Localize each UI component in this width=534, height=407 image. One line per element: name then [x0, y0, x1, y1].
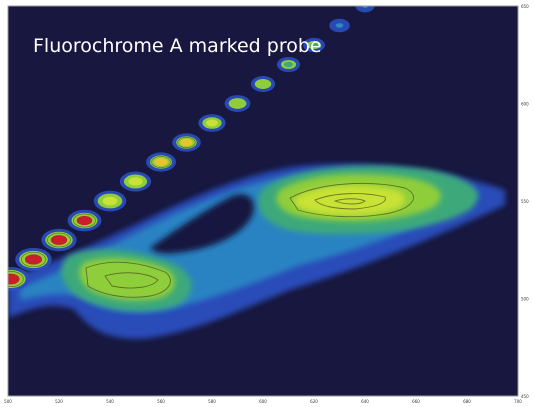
spot-core: [258, 81, 268, 87]
plot-area: [8, 6, 505, 339]
spot-core: [102, 196, 118, 206]
spot-core: [309, 42, 319, 48]
spot-core: [76, 215, 93, 226]
spot-core: [154, 158, 168, 166]
plot-frame: [7, 5, 519, 397]
y-tick-label: 500: [521, 297, 529, 302]
diagonal-spot-7: [146, 152, 176, 172]
y-tick-label: 550: [521, 199, 529, 204]
diagonal-spot-4: [67, 209, 102, 232]
diagonal-spot-11: [250, 76, 276, 92]
y-tick-labels: 650 600 550 500 450: [521, 4, 529, 399]
x-tick-label: 680: [463, 399, 471, 404]
x-tick-label: 700: [514, 399, 522, 404]
contour-gap: [150, 194, 254, 254]
spot-core: [128, 177, 143, 186]
contour-level-high-right: [294, 185, 406, 216]
diagonal-spot-3: [41, 228, 77, 252]
diagonal-spot-1: [8, 267, 30, 291]
spot-contour: [177, 136, 196, 149]
diagonal-spot-5: [93, 190, 127, 212]
spot-core: [335, 23, 344, 28]
spot-core: [232, 100, 243, 107]
spot-core: [8, 273, 20, 285]
spot-contour: [73, 213, 96, 228]
x-tick-label: 580: [208, 399, 216, 404]
spot-contour: [47, 232, 71, 248]
x-tick-label: 540: [106, 399, 114, 404]
x-tick-label: 560: [157, 399, 165, 404]
contour-level-mid-high-left: [79, 258, 176, 301]
spot-core: [180, 138, 193, 147]
diagonal-spot-9: [198, 114, 226, 132]
x-tick-labels: 500 520 540 560 580 600 620 640 660 680 700: [4, 399, 522, 404]
x-tick-label: 600: [259, 399, 267, 404]
spot-halo: [355, 6, 375, 13]
diagonal-spot-13: [303, 37, 325, 53]
x-tick-label: 660: [412, 399, 420, 404]
spot-contour: [20, 251, 47, 268]
diagonal-spot-8: [172, 133, 201, 152]
y-tick-label: 600: [521, 102, 529, 107]
y-tick-label: 450: [521, 394, 529, 399]
spot-contour: [151, 156, 171, 168]
x-tick-label: 520: [55, 399, 63, 404]
y-tick-label: 650: [521, 4, 529, 9]
x-tick-label: 640: [361, 399, 369, 404]
contour-line-5: [333, 198, 366, 205]
spot-core: [24, 254, 43, 265]
diagonal-spot-14: [329, 18, 350, 33]
x-tick-label: 500: [4, 399, 12, 404]
diagonal-spot-10: [224, 95, 251, 112]
diagonal-spots: [8, 6, 375, 291]
contour-line-2: [104, 272, 159, 289]
chart-title: Fluorochrome A marked probe: [33, 35, 322, 57]
contour-line-3: [289, 182, 414, 218]
diagonal-spot-6: [119, 171, 152, 192]
diagonal-spot-2: [15, 247, 52, 272]
x-tick-label: 620: [310, 399, 318, 404]
spot-core: [206, 119, 218, 127]
intensity-contours: [8, 164, 505, 339]
spot-core: [283, 61, 294, 68]
contour-line-4: [314, 193, 386, 210]
spot-contour: [8, 271, 24, 287]
contour-line-1: [85, 261, 171, 298]
spot-core: [50, 235, 68, 245]
diagonal-spot-12: [276, 56, 301, 73]
